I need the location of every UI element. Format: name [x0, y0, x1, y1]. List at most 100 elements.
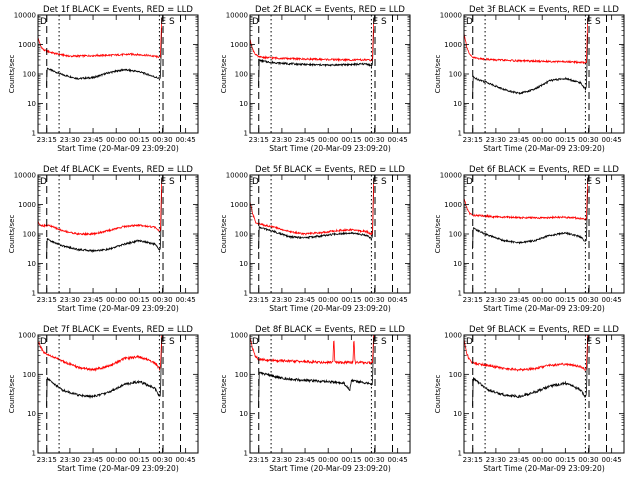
x-tick-label: 23:30	[486, 296, 506, 304]
x-tick-label: 23:30	[60, 296, 80, 304]
x-tick-label: 00:30	[364, 456, 384, 464]
marker-label: D	[466, 177, 473, 187]
lld-series-line	[464, 18, 589, 65]
plot-frame	[37, 174, 199, 294]
events-series-line	[46, 27, 163, 87]
x-tick-label: 23:15	[463, 456, 483, 464]
plot-frame	[463, 334, 625, 454]
y-tick-label: 10	[239, 410, 248, 418]
x-tick-label: 23:45	[83, 456, 103, 464]
x-tick-label: 23:45	[295, 296, 315, 304]
y-tick-label: 100	[235, 71, 248, 79]
marker-label: D	[252, 177, 259, 187]
x-tick-label: 00:15	[129, 296, 149, 304]
y-tick-label: 100	[449, 231, 462, 239]
y-axis-label: Counts/sec	[8, 375, 16, 414]
x-tick-label: 23:30	[486, 136, 506, 144]
marker-label: D	[252, 337, 259, 347]
panel-title: Det 6f BLACK = Events, RED = LLD	[469, 165, 619, 175]
events-series-line	[472, 33, 589, 99]
x-axis-label: Start Time (20-Mar-09 23:09:20)	[269, 464, 391, 473]
lld-series-line	[250, 19, 375, 63]
y-tick-label: 1000	[444, 201, 462, 209]
x-tick-label: 23:45	[509, 296, 529, 304]
plot-frame	[463, 174, 625, 294]
panel-title: Det 8f BLACK = Events, RED = LLD	[255, 325, 405, 335]
y-tick-label: 1	[32, 450, 36, 458]
x-tick-label: 23:15	[37, 456, 57, 464]
x-tick-label: 00:00	[106, 296, 126, 304]
x-tick-label: 23:45	[83, 136, 103, 144]
x-tick-label: 23:30	[272, 136, 292, 144]
x-axis-label: Start Time (20-Mar-09 23:09:20)	[483, 304, 605, 313]
x-tick-label: 00:15	[341, 456, 361, 464]
x-tick-label: 23:30	[60, 136, 80, 144]
x-tick-label: 00:00	[318, 136, 338, 144]
x-tick-label: 00:15	[555, 456, 575, 464]
panel-title: Det 3f BLACK = Events, RED = LLD	[469, 5, 619, 15]
panel-1f: Det 1f BLACK = Events, RED = LLD D E S 1 10 1…	[8, 5, 199, 153]
x-tick-label: 00:15	[341, 136, 361, 144]
lld-series-line	[464, 178, 589, 221]
marker-label: D	[466, 17, 473, 27]
events-series-line	[258, 29, 375, 87]
lld-series-line	[38, 178, 163, 236]
events-series-line	[472, 336, 589, 407]
x-tick-label: 00:45	[602, 296, 622, 304]
lld-series-line	[250, 178, 375, 237]
panel-5f: Det 5f BLACK = Events, RED = LLD D E S 1 10 1…	[220, 165, 411, 313]
y-tick-label: 1	[458, 450, 462, 458]
y-tick-label: 100	[449, 371, 462, 379]
y-tick-label: 10000	[440, 12, 462, 20]
x-tick-label: 23:15	[463, 296, 483, 304]
y-tick-label: 1000	[18, 41, 36, 49]
y-tick-label: 1000	[230, 41, 248, 49]
marker-label: E S	[372, 17, 387, 27]
marker-label: D	[40, 17, 47, 27]
y-tick-label: 1000	[444, 332, 462, 340]
panel-4f: Det 4f BLACK = Events, RED = LLD D E S 1 10 1…	[8, 165, 199, 313]
y-tick-label: 100	[23, 371, 36, 379]
lld-series-line	[464, 335, 589, 372]
x-tick-label: 23:30	[272, 296, 292, 304]
y-tick-label: 1	[244, 290, 248, 298]
x-tick-label: 00:30	[578, 296, 598, 304]
y-tick-label: 100	[235, 371, 248, 379]
marker-label: E S	[160, 177, 175, 187]
panel-title: Det 9f BLACK = Events, RED = LLD	[469, 325, 619, 335]
y-tick-label: 10	[453, 260, 462, 268]
panel-title: Det 4f BLACK = Events, RED = LLD	[43, 165, 193, 175]
plot-frame	[249, 334, 411, 454]
y-tick-label: 10	[239, 100, 248, 108]
y-tick-label: 1000	[18, 332, 36, 340]
y-tick-label: 1000	[18, 201, 36, 209]
y-tick-label: 10000	[14, 172, 36, 180]
x-tick-label: 23:45	[509, 136, 529, 144]
y-tick-label: 1000	[444, 41, 462, 49]
events-series-line	[472, 189, 589, 250]
x-tick-label: 23:30	[60, 456, 80, 464]
y-tick-label: 10000	[226, 12, 248, 20]
y-tick-label: 1	[458, 130, 462, 138]
marker-label: E S	[160, 17, 175, 27]
x-tick-label: 00:30	[578, 136, 598, 144]
marker-label: D	[40, 337, 47, 347]
y-axis-label: Counts/sec	[8, 215, 16, 254]
panel-6f: Det 6f BLACK = Events, RED = LLD D E S 1 10 1…	[434, 165, 625, 313]
panel-title: Det 7f BLACK = Events, RED = LLD	[43, 325, 193, 335]
events-series-line	[46, 337, 163, 407]
plot-frame	[37, 334, 199, 454]
x-tick-label: 00:00	[532, 456, 552, 464]
y-tick-label: 1000	[230, 332, 248, 340]
lld-series-line	[250, 335, 375, 365]
x-axis-label: Start Time (20-Mar-09 23:09:20)	[57, 464, 179, 473]
y-tick-label: 1	[458, 290, 462, 298]
x-tick-label: 00:15	[555, 296, 575, 304]
y-tick-label: 10000	[226, 172, 248, 180]
x-tick-label: 00:00	[532, 296, 552, 304]
x-tick-label: 00:00	[532, 136, 552, 144]
x-axis-label: Start Time (20-Mar-09 23:09:20)	[57, 304, 179, 313]
x-tick-label: 23:15	[249, 296, 269, 304]
lld-series-line	[38, 17, 163, 59]
marker-label: E S	[160, 337, 175, 347]
